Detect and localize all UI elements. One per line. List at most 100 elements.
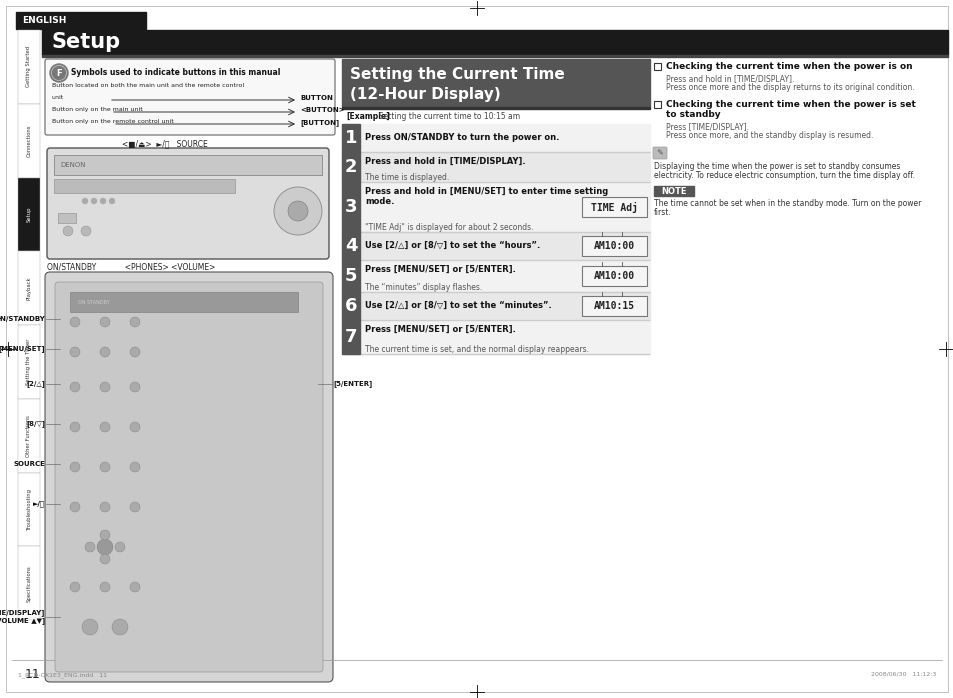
Text: AM10:00: AM10:00	[594, 241, 635, 251]
Text: Button only on the main unit: Button only on the main unit	[52, 107, 143, 112]
Text: The “minutes” display flashes.: The “minutes” display flashes.	[365, 283, 482, 292]
Text: F: F	[56, 68, 62, 77]
Bar	[341, 292, 649, 320]
Circle shape	[100, 198, 106, 204]
Circle shape	[70, 317, 80, 327]
Text: The time cannot be set when in the standby mode. Turn on the power: The time cannot be set when in the stand…	[654, 199, 921, 208]
Text: [BUTTON]: [BUTTON]	[299, 119, 338, 126]
Circle shape	[115, 542, 125, 552]
FancyBboxPatch shape	[47, 148, 329, 259]
Bar	[58, 213, 76, 223]
Bar	[341, 232, 649, 260]
Text: [8/▽]: [8/▽]	[26, 420, 45, 427]
Text: unit: unit	[52, 95, 64, 100]
Text: Connections: Connections	[27, 124, 31, 157]
Circle shape	[112, 619, 128, 635]
FancyBboxPatch shape	[652, 147, 666, 159]
Text: <BUTTON>: <BUTTON>	[299, 107, 344, 113]
Text: Button only on the remote control unit: Button only on the remote control unit	[52, 119, 173, 124]
Bar	[341, 260, 649, 292]
Text: to standby: to standby	[665, 110, 720, 119]
Text: <■/⏏>  ►/⏸   SOURCE: <■/⏏> ►/⏸ SOURCE	[122, 139, 208, 148]
Circle shape	[110, 198, 114, 204]
Bar	[18, 325, 40, 399]
Text: Button located on both the main unit and the remote control: Button located on both the main unit and…	[52, 83, 244, 88]
Text: Checking the current time when the power is set: Checking the current time when the power…	[665, 100, 915, 109]
FancyBboxPatch shape	[45, 272, 333, 682]
Bar	[341, 260, 359, 292]
Bar	[54, 179, 234, 193]
Circle shape	[130, 382, 140, 392]
Text: first.: first.	[654, 208, 671, 217]
Text: Setting the current time to 10:15 am: Setting the current time to 10:15 am	[374, 112, 519, 121]
Text: "TIME Adj" is displayed for about 2 seconds.: "TIME Adj" is displayed for about 2 seco…	[365, 223, 533, 232]
Text: AM10:00: AM10:00	[594, 271, 635, 281]
Bar	[581, 197, 646, 217]
Text: Setup: Setup	[52, 33, 121, 52]
Text: Press ON/STANDBY to turn the power on.: Press ON/STANDBY to turn the power on.	[365, 133, 558, 142]
Text: Use [2/△] or [8/▽] to set the “minutes”.: Use [2/△] or [8/▽] to set the “minutes”.	[365, 301, 551, 309]
Bar	[341, 107, 649, 108]
Text: BUTTON: BUTTON	[299, 95, 333, 101]
Circle shape	[130, 502, 140, 512]
Circle shape	[91, 198, 96, 204]
FancyBboxPatch shape	[55, 282, 323, 672]
Text: Displaying the time when the power is set to standby consumes: Displaying the time when the power is se…	[654, 162, 900, 171]
Bar	[654, 186, 693, 196]
Bar	[42, 30, 947, 55]
Bar	[18, 547, 40, 620]
Text: [2/△]: [2/△]	[26, 380, 45, 387]
Circle shape	[85, 542, 95, 552]
Text: Press [TIME/DISPLAY].: Press [TIME/DISPLAY].	[665, 122, 748, 131]
Text: Setting the Current Time: Setting the Current Time	[350, 67, 564, 82]
Bar	[42, 55, 947, 57]
Bar	[16, 12, 146, 29]
Text: Playback: Playback	[27, 276, 31, 300]
Text: 1_RCD-CX1E3_ENG.indd   11: 1_RCD-CX1E3_ENG.indd 11	[18, 672, 107, 678]
Circle shape	[130, 347, 140, 357]
Text: (12-Hour Display): (12-Hour Display)	[350, 87, 500, 102]
Text: Checking the current time when the power is on: Checking the current time when the power…	[665, 62, 912, 71]
Bar	[341, 292, 359, 320]
Text: ►/⏸: ►/⏸	[32, 500, 45, 507]
Bar	[654, 63, 660, 70]
Circle shape	[70, 582, 80, 592]
Text: SOURCE: SOURCE	[13, 461, 45, 467]
Text: Press and hold in [TIME/DISPLAY].: Press and hold in [TIME/DISPLAY].	[365, 157, 525, 166]
Circle shape	[100, 382, 110, 392]
Circle shape	[63, 226, 73, 236]
Text: ON/STANDBY            <PHONES> <VOLUME>: ON/STANDBY <PHONES> <VOLUME>	[47, 262, 215, 271]
Circle shape	[81, 226, 91, 236]
Circle shape	[97, 539, 112, 555]
Circle shape	[288, 201, 308, 221]
Bar	[581, 236, 646, 256]
Circle shape	[100, 554, 110, 564]
Bar	[18, 473, 40, 547]
Bar	[341, 320, 359, 354]
Bar	[18, 251, 40, 325]
Text: Setting the Timer: Setting the Timer	[27, 339, 31, 385]
Bar	[18, 177, 40, 251]
Bar	[341, 182, 649, 232]
Circle shape	[100, 347, 110, 357]
Text: Other Functions: Other Functions	[27, 415, 31, 456]
Text: ON/STANDBY: ON/STANDBY	[0, 316, 45, 322]
Circle shape	[50, 64, 68, 82]
Text: 11: 11	[25, 668, 41, 681]
Text: 2: 2	[344, 158, 356, 176]
Text: 3: 3	[344, 198, 356, 216]
Text: Press once more and the display returns to its original condition.: Press once more and the display returns …	[665, 83, 914, 92]
Circle shape	[82, 619, 98, 635]
Circle shape	[130, 422, 140, 432]
Circle shape	[70, 422, 80, 432]
Circle shape	[100, 582, 110, 592]
Text: ON STANDBY: ON STANDBY	[78, 299, 110, 304]
Bar	[18, 399, 40, 473]
Bar	[341, 59, 649, 107]
Text: ENGLISH: ENGLISH	[22, 16, 67, 25]
Text: Press [MENU/SET] or [5/ENTER].: Press [MENU/SET] or [5/ENTER].	[365, 265, 516, 274]
Text: 4: 4	[344, 237, 356, 255]
Circle shape	[100, 422, 110, 432]
Bar	[54, 155, 322, 175]
Circle shape	[100, 502, 110, 512]
